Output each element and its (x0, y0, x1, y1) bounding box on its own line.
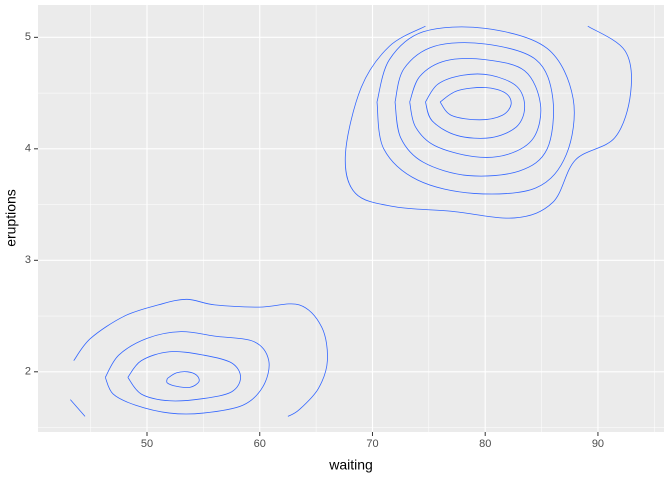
contour-line (409, 58, 542, 158)
y-tick-label: 5 (25, 31, 31, 43)
x-tick-label: 50 (141, 438, 153, 450)
contour-line (394, 42, 554, 177)
contour-line (376, 26, 575, 195)
contour-line (70, 399, 86, 417)
panel (38, 5, 664, 432)
contour-line (439, 87, 512, 121)
x-tick-label: 90 (592, 438, 604, 450)
y-tick-label: 4 (25, 143, 31, 155)
contour-line (425, 73, 526, 139)
x-tick-label: 60 (254, 438, 266, 450)
contour-line (104, 331, 270, 415)
contour-line (344, 25, 632, 219)
x-tick-label: 80 (479, 438, 491, 450)
y-tick-label: 2 (25, 366, 31, 378)
contour-line (166, 371, 200, 389)
y-tick-label: 3 (25, 254, 31, 266)
contour-line (127, 351, 241, 402)
y-axis-label: eruptions (3, 189, 19, 247)
x-tick-label: 70 (366, 438, 378, 450)
x-axis-label: waiting (328, 457, 373, 473)
contour-line (73, 298, 328, 417)
